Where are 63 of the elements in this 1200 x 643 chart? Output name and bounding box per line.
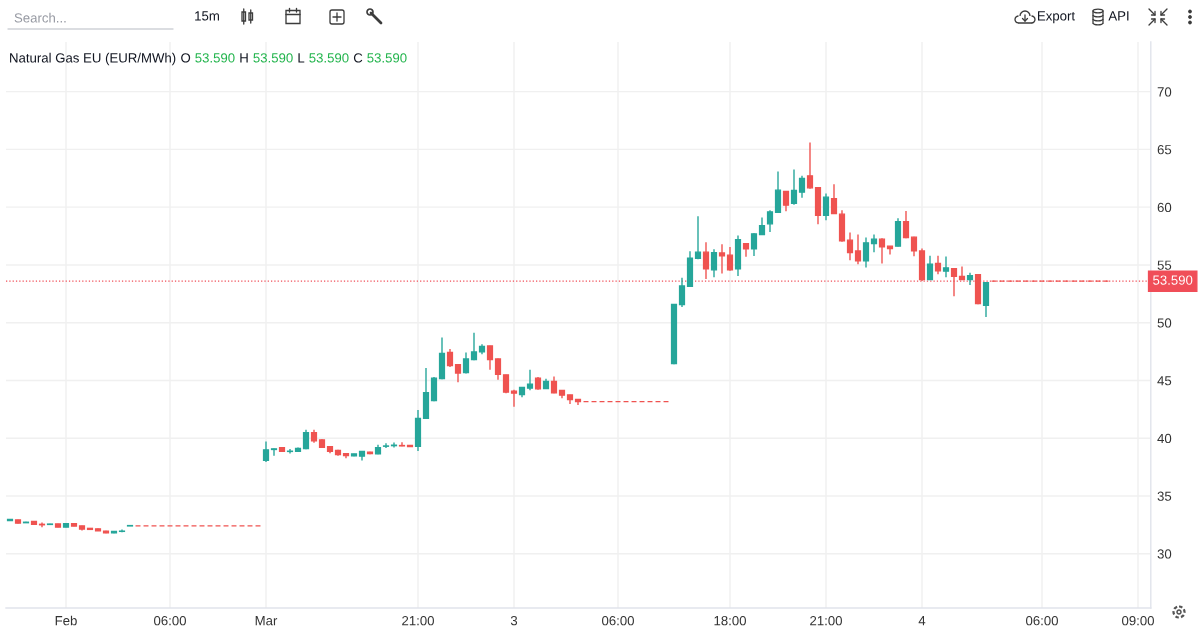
x-tick-label: Mar (255, 616, 278, 626)
candlestick (806, 141, 814, 190)
x-tick-label: 21:00 (402, 615, 434, 626)
y-tick-label: 40 (1157, 433, 1172, 444)
candlestick (782, 190, 790, 212)
x-tick-label: 06:00 (1026, 615, 1058, 626)
ref-line-label: 53.590 (1153, 275, 1193, 285)
candlestick (830, 183, 838, 215)
candlestick (790, 168, 798, 206)
y-tick-label: 55 (1157, 260, 1172, 270)
candlestick (854, 233, 862, 265)
candlestick (926, 254, 934, 281)
candlestick (462, 351, 470, 375)
candlestick (710, 248, 718, 278)
candlestick (494, 357, 502, 381)
x-tick-label: 3 (510, 615, 518, 626)
candlestick (286, 448, 294, 455)
candlestick (846, 231, 854, 262)
y-tick-label: 45 (1157, 376, 1172, 386)
candlestick (486, 345, 494, 371)
candlestick (942, 255, 950, 278)
x-tick-label: 06:00 (602, 615, 634, 626)
text: O 53.590 H 53.590 L 53.590 C 53.590 (181, 53, 407, 63)
candlestick (750, 232, 758, 257)
candlestick (870, 233, 878, 253)
text: Search... (14, 12, 66, 23)
text: API (1108, 11, 1129, 21)
candlestick (822, 192, 830, 221)
x-tick-label: 18:00 (714, 615, 746, 626)
candlestick (718, 243, 726, 275)
candlestick (510, 388, 518, 408)
y-tick-label: 50 (1157, 318, 1172, 328)
candlestick (934, 254, 942, 275)
text: 15m (195, 11, 219, 21)
candlestick (798, 175, 806, 199)
candlestick (270, 447, 278, 457)
candlestick (726, 246, 734, 272)
y-tick-label: 60 (1157, 202, 1172, 213)
y-tick-label: 35 (1157, 491, 1172, 501)
candlestick (766, 209, 774, 233)
text: Export (1038, 11, 1075, 24)
candlestick (470, 332, 478, 361)
candlestick (678, 276, 686, 308)
candlestick (774, 170, 782, 214)
candlestick (878, 237, 886, 265)
x-tick-label: 06:00 (154, 615, 186, 626)
y-tick-label: 30 (1157, 549, 1172, 559)
candlestick (862, 236, 870, 269)
candlestick (526, 369, 534, 391)
candlestick (702, 241, 710, 280)
y-tick-label: 65 (1157, 144, 1172, 155)
candlestick (694, 215, 702, 260)
candlestick (982, 281, 990, 318)
candlestick (262, 440, 270, 463)
y-tick-label: 70 (1157, 87, 1172, 97)
candlestick (902, 210, 910, 240)
x-tick-label: Feb (55, 615, 77, 626)
candlestick (446, 348, 454, 368)
candlestick (398, 441, 406, 447)
x-tick-label: 4 (918, 616, 926, 626)
text: Natural Gas EU (EUR/MWh) (10, 52, 176, 66)
x-tick-label: 09:00 (1122, 615, 1154, 626)
x-tick-label: 21:00 (810, 615, 842, 626)
